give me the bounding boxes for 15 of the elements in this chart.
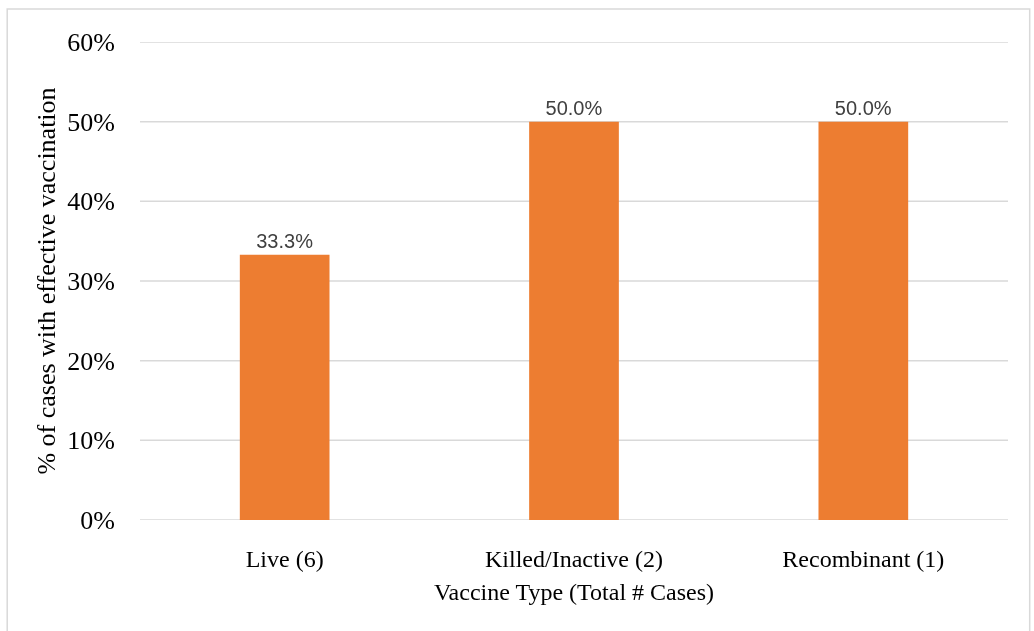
x-tick-label: Recombinant (1) [782, 546, 945, 572]
y-tick-label: 10% [67, 426, 115, 456]
y-tick-label: 0% [80, 506, 115, 536]
x-axis-title: Vaccine Type (Total # Cases) [433, 579, 715, 606]
y-axis-title: % of cases with effective vaccination [31, 87, 61, 475]
x-tick-label: Killed/Inactive (2) [485, 546, 663, 572]
y-tick-label: 30% [67, 267, 115, 297]
y-tick-label: 20% [67, 346, 115, 376]
x-tick-label: Live (6) [245, 546, 324, 572]
data-label: 50.0% [545, 96, 603, 119]
data-label: 33.3% [256, 229, 314, 252]
y-tick-label: 50% [67, 107, 115, 137]
data-label: 50.0% [834, 96, 892, 119]
y-tick-label: 60% [67, 28, 115, 58]
y-tick-label: 40% [67, 187, 115, 217]
